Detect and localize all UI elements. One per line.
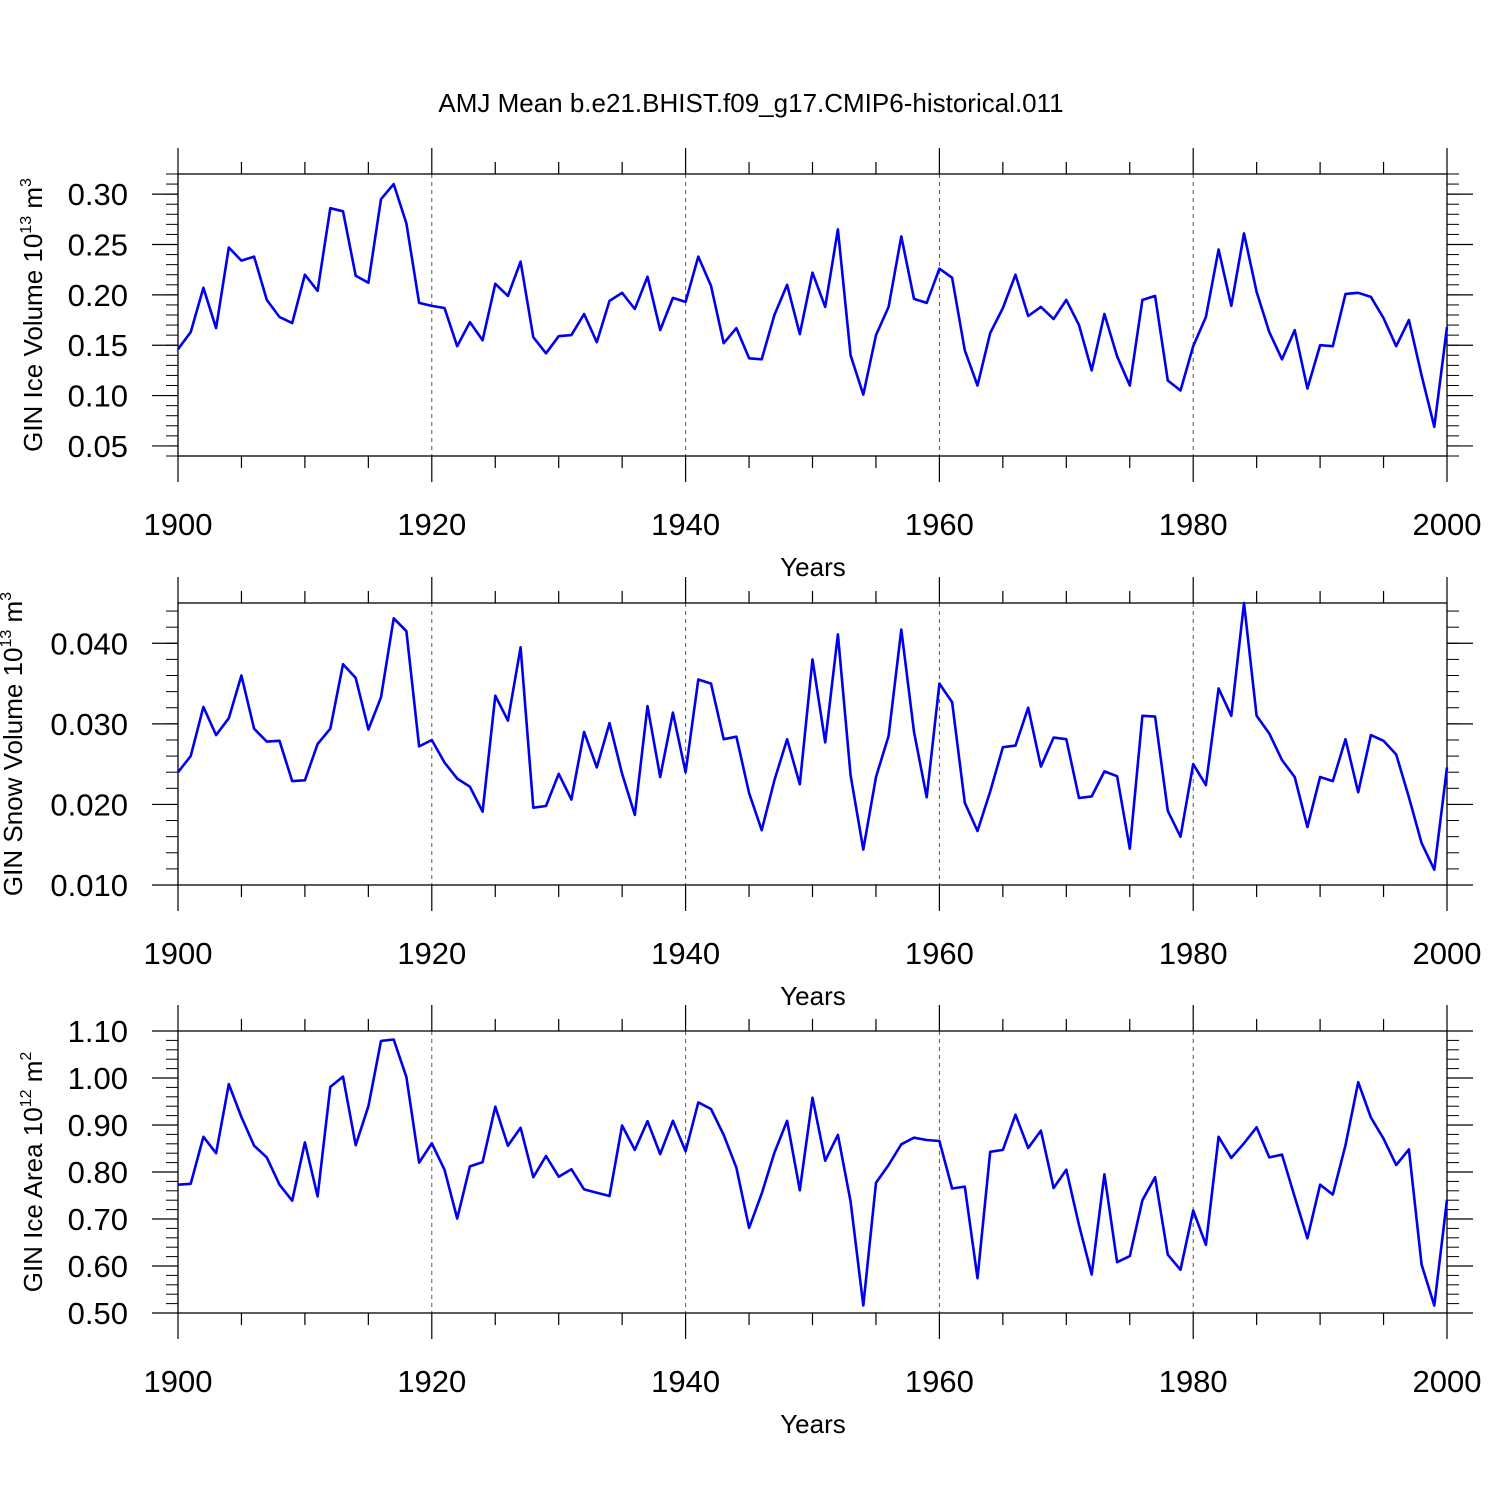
x-tick-label: 2000 <box>1413 936 1482 971</box>
x-tick-label: 1960 <box>905 936 974 971</box>
x-tick-label: 2000 <box>1413 1364 1482 1399</box>
series-line <box>177 1038 1449 1307</box>
x-tick-label: 1960 <box>905 1364 974 1399</box>
y-tick-label: 0.030 <box>50 707 128 742</box>
y-tick-label: 0.80 <box>68 1155 128 1190</box>
y-axis-label-ylabel-exp: 12 <box>18 1089 35 1107</box>
y-tick-label: 0.10 <box>68 379 128 414</box>
y-tick-label: 0.25 <box>68 228 128 263</box>
x-tick-label: 1920 <box>397 507 466 542</box>
y-tick-label: 0.60 <box>68 1249 128 1284</box>
x-tick-label: 1940 <box>651 507 720 542</box>
x-tick-label: 1900 <box>144 936 213 971</box>
y-axis-label-ylabel-unit: m <box>18 187 48 216</box>
x-tick-label: 1920 <box>397 1364 466 1399</box>
series-line <box>176 601 1449 872</box>
y-tick-label: 0.15 <box>68 328 128 363</box>
y-tick-label: 0.50 <box>68 1296 128 1331</box>
x-tick-label: 1980 <box>1159 1364 1228 1399</box>
panel-2: 0.010 0.020 0.030 0.040 1900 1920 1940 1960 1980… <box>0 577 1481 1011</box>
panels: 0.05 0.10 0.15 0.20 0.25 0.30 1900 1920 1940 1960… <box>0 148 1481 1439</box>
y-axis-label-ylabel-unit-exp: 2 <box>18 1052 35 1061</box>
y-axis-label-ylabel-unit-exp: 3 <box>0 592 15 601</box>
x-tick-label: 1940 <box>651 936 720 971</box>
y-axis-label-ylabel-unit: m <box>18 1061 48 1090</box>
y-tick-label: 0.020 <box>50 787 128 822</box>
x-tick-label: 1980 <box>1159 936 1228 971</box>
y-axis-label-ylabel-unit-exp: 3 <box>18 178 35 187</box>
y-tick-label: 0.90 <box>68 1108 128 1143</box>
x-axis-label: Years <box>780 552 846 582</box>
y-axis-label: GIN Ice Volume 1013 m3 <box>18 178 48 452</box>
x-tick-label: 1920 <box>397 936 466 971</box>
chart-title: AMJ Mean b.e21.BHIST.f09_g17.CMIP6-histo… <box>438 88 1063 118</box>
x-tick-label: 1900 <box>144 1364 213 1399</box>
y-tick-label: 0.70 <box>68 1202 128 1237</box>
y-tick-label: 0.05 <box>68 429 128 464</box>
panel-1: 0.05 0.10 0.15 0.20 0.25 0.30 1900 1920 1940 1960… <box>18 148 1481 582</box>
y-tick-label: 1.10 <box>68 1014 128 1049</box>
panel-3: 0.50 0.60 0.70 0.80 0.90 1.00 1.10 1900 1920 1940… <box>18 1005 1481 1439</box>
y-tick-label: 1.00 <box>68 1061 128 1096</box>
x-axis-label: Years <box>780 1409 846 1439</box>
x-tick-label: 1960 <box>905 507 974 542</box>
y-tick-label: 0.20 <box>68 278 128 313</box>
y-axis-label: GIN Snow Volume 1013 m3 <box>0 592 28 896</box>
y-axis-label: GIN Ice Area 1012 m2 <box>18 1052 48 1293</box>
x-tick-label: 1940 <box>651 1364 720 1399</box>
y-tick-label: 0.010 <box>50 868 128 903</box>
y-axis-label-ylabel-exp: 13 <box>0 630 15 648</box>
y-axis-label-ylabel-exp: 13 <box>18 216 35 234</box>
y-axis-label-ylabel: GIN Snow Volume 10 <box>0 648 28 897</box>
y-tick-label: 0.040 <box>50 626 128 661</box>
x-tick-label: 2000 <box>1413 507 1482 542</box>
x-tick-label: 1900 <box>144 507 213 542</box>
x-tick-label: 1980 <box>1159 507 1228 542</box>
y-axis-label-ylabel: GIN Ice Area 10 <box>18 1107 48 1292</box>
y-axis-label-ylabel: GIN Ice Volume 10 <box>18 234 48 452</box>
y-tick-label: 0.30 <box>68 177 128 212</box>
series-line <box>176 182 1449 429</box>
x-axis-label: Years <box>780 981 846 1011</box>
y-axis-label-ylabel-unit: m <box>0 601 28 630</box>
